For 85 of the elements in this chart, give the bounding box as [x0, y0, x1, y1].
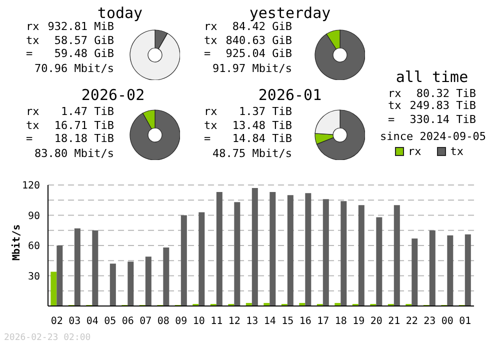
text: rx 84.42 GiB — [204, 20, 292, 33]
y-axis-title: Mbit/s — [12, 224, 22, 260]
text: since 2024-09-05 — [380, 130, 486, 143]
x-tick-label: 23 — [424, 316, 436, 327]
x-tick-label: 22 — [406, 316, 418, 327]
x-tick-label: 12 — [228, 316, 240, 327]
bar — [340, 201, 347, 306]
bar — [163, 248, 170, 306]
text: = 59.48 GiB — [26, 47, 114, 60]
x-tick-label: 03 — [68, 316, 81, 327]
text: = 14.84 TiB — [204, 132, 292, 145]
bar — [180, 215, 187, 306]
bar — [50, 272, 57, 306]
x-tick-label: 08 — [157, 316, 170, 327]
bar — [394, 205, 400, 306]
chart-title: today — [97, 4, 144, 22]
bar — [198, 212, 205, 306]
donut-slice — [316, 110, 365, 160]
bar — [322, 199, 329, 306]
x-tick-label: 01 — [459, 316, 472, 327]
x-tick-label: 17 — [317, 316, 330, 327]
x-tick-label: 16 — [299, 316, 312, 327]
text: tx 58.57 GiB — [26, 34, 114, 46]
bar — [110, 264, 116, 306]
chart-title: yesterday — [249, 4, 332, 22]
x-tick-label: 21 — [388, 316, 400, 327]
text: = 18.18 TiB — [26, 132, 114, 145]
x-tick-label: 09 — [175, 316, 188, 327]
donut-slice — [314, 30, 365, 80]
text: 48.75 Mbit/s — [212, 146, 292, 160]
y-tick-label: 30 — [28, 271, 40, 282]
bar — [429, 230, 436, 306]
x-tick-label: 15 — [282, 316, 294, 327]
bar — [234, 202, 240, 306]
bar — [287, 195, 294, 306]
x-tick-label: 13 — [246, 316, 258, 327]
bar — [216, 192, 222, 306]
bar — [74, 228, 80, 306]
bar — [56, 246, 63, 306]
text: tx 249.83 TiB — [387, 99, 476, 112]
text: 83.80 Mbit/s — [34, 146, 114, 160]
text: = 925.04 GiB — [204, 47, 292, 60]
x-tick-label: 20 — [370, 316, 382, 327]
bar — [145, 256, 152, 306]
legend-label: rx — [408, 145, 422, 158]
donut-slice — [130, 30, 180, 80]
chart-title: 2026-01 — [257, 86, 323, 104]
bar — [92, 230, 98, 306]
text: 91.97 Mbit/s — [212, 62, 292, 75]
x-tick-label: 02 — [50, 316, 63, 327]
text: = 330.14 TiB — [388, 113, 476, 126]
x-tick-label: 06 — [122, 316, 134, 327]
x-tick-label: 05 — [104, 316, 116, 327]
text: rx 1.47 TiB — [26, 105, 114, 118]
x-tick-label: 11 — [210, 316, 223, 327]
bar — [376, 217, 382, 306]
legend-label: tx — [450, 145, 464, 158]
x-tick-label: 18 — [334, 316, 347, 327]
text: tx 16.71 TiB — [26, 118, 114, 132]
bar — [464, 234, 471, 306]
bar — [305, 193, 312, 306]
bar — [412, 238, 418, 306]
bar — [447, 235, 454, 306]
text: rx 1.37 TiB — [204, 105, 292, 118]
x-tick-label: 19 — [352, 316, 365, 327]
text: rx 80.32 TiB — [388, 87, 476, 100]
bar — [252, 188, 258, 306]
x-tick-label: 00 — [441, 316, 454, 327]
y-tick-label: 120 — [22, 180, 40, 192]
bar — [270, 192, 276, 306]
chart-title: 2026-02 — [80, 86, 146, 104]
x-tick-label: 04 — [86, 316, 98, 327]
donut-slice — [130, 110, 180, 160]
x-tick-label: 10 — [192, 316, 205, 327]
bar — [358, 205, 364, 306]
x-tick-label: 14 — [264, 316, 276, 327]
y-tick-label: 90 — [28, 210, 40, 222]
text: rx 932.81 MiB — [25, 20, 114, 34]
text: tx 840.63 GiB — [203, 34, 292, 47]
text: tx 13.48 TiB — [204, 118, 292, 132]
x-tick-label: 07 — [140, 316, 152, 327]
y-tick-label: 60 — [28, 241, 40, 252]
text: 70.96 Mbit/s — [34, 62, 114, 75]
bar — [128, 262, 134, 306]
text: all time — [394, 68, 470, 86]
